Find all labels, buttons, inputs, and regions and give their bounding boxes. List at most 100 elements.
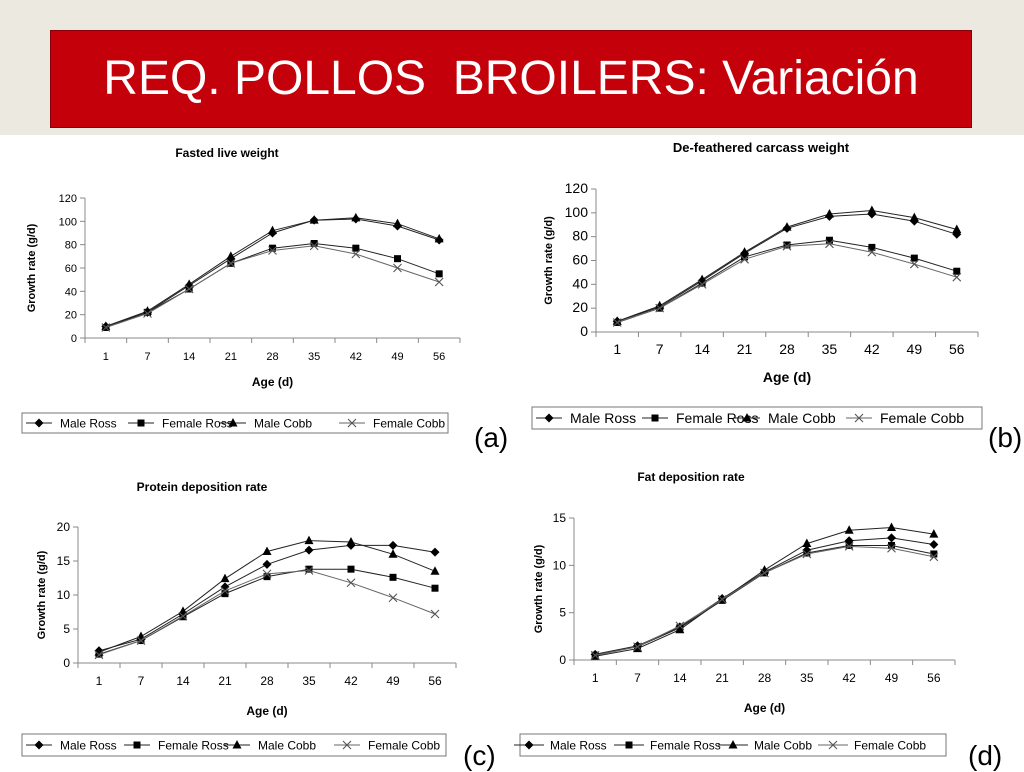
data-point-female-ross [352,244,360,252]
series-male-ross [590,533,939,659]
panel-label-d: (d) [968,740,1003,771]
legend-marker-male-cobb [228,418,238,427]
x-tick-label: 21 [737,341,753,357]
data-point-female-ross [783,241,791,249]
legend-marker-male-ross [34,740,44,750]
data-point-female-cobb [226,258,236,268]
data-point-male-cobb [226,251,236,260]
chart-legend: Male Ross Female Ross Male Cobb Female Cobb [531,406,983,430]
series-line-female-ross [595,545,934,656]
legend-marker-female-ross [625,741,633,749]
legend-label-male-cobb: Male Cobb [254,416,312,430]
data-point-male-ross [952,229,962,239]
legend-label-male-ross: Male Ross [60,416,117,430]
legend-marker-female-cobb [347,418,357,428]
chart-panel-b: De-feathered carcass weight 1 7 14 21 28 35 42 4… [512,135,1024,460]
y-tick-label: 100 [59,216,77,228]
series-female-cobb [612,239,962,327]
data-point-female-cobb [675,621,685,631]
series-line-male-ross [595,537,934,655]
chart-legend: Male Ross Female Ross Male Cobb Female Cobb [21,412,449,434]
x-tick-label: 1 [613,341,621,357]
y-tick-label: 60 [65,263,77,275]
data-point-male-ross [262,559,272,569]
data-point-male-cobb [697,274,707,284]
chart-title: Fat deposition rate [637,470,745,484]
data-point-female-ross [953,267,961,275]
x-tick-label: 28 [779,341,795,357]
series-male-cobb [101,212,444,330]
series-female-ross [95,565,439,658]
x-tick-label: 56 [433,351,445,363]
legend-marker-male-ross [34,418,44,428]
data-point-female-ross [221,590,229,598]
x-tick-label: 1 [96,674,103,688]
data-point-female-ross [741,253,749,261]
data-point-male-cobb [220,573,230,583]
y-tick-label: 40 [572,275,588,291]
y-tick-label: 60 [572,252,588,268]
data-point-female-cobb [825,239,834,249]
data-point-female-ross [698,279,706,287]
series-female-ross [613,236,961,326]
legend-label-female-ross: Female Ross [162,416,233,430]
y-tick-label: 80 [572,228,588,244]
x-tick-label: 35 [302,674,316,688]
data-point-male-cobb [929,529,939,538]
data-point-female-ross [347,565,355,573]
legend-label-female-ross: Female Ross [650,738,721,752]
y-tick-label: 20 [65,310,77,322]
title-banner: REQ. POLLOS BROILERS: Variación [50,30,972,128]
data-point-female-cobb [184,284,194,294]
data-point-female-cobb [393,263,402,273]
y-tick-label: 0 [63,656,70,670]
x-tick-label: 42 [864,341,880,357]
series-female-cobb [101,241,444,332]
data-point-female-cobb [309,241,319,251]
data-point-female-cobb [909,259,919,269]
chart-title: Fasted live weight [175,146,278,160]
data-point-male-cobb [351,212,361,222]
legend-label-female-ross: Female Ross [158,738,229,752]
y-tick-label: 15 [553,511,567,525]
data-point-female-cobb [929,552,939,562]
chart-fat-deposition-rate: Fat deposition rate 1 7 14 21 28 35 42 49 56 0 5 10 1… [514,470,956,757]
data-point-female-cobb [262,569,272,579]
y-tick-label: 5 [559,606,566,620]
series-line-female-cobb [595,545,934,656]
data-point-female-cobb [802,549,812,559]
data-point-female-cobb [346,578,356,588]
data-point-female-cobb [143,309,152,318]
data-point-female-cobb [867,247,877,257]
series-line-female-cobb [98,569,436,656]
data-point-female-ross [435,270,443,278]
data-point-male-cobb [633,643,642,653]
y-tick-label: 20 [572,299,588,315]
slide-title: REQ. POLLOS BROILERS: Variación [103,52,919,105]
x-tick-label: 21 [225,351,237,363]
data-point-male-cobb [782,222,792,231]
data-point-female-ross [868,243,876,251]
x-tick-label: 21 [218,674,232,688]
panel-label-a: (a) [474,422,509,453]
panel-label-c: (c) [463,740,496,771]
y-tick-label: 0 [580,323,588,339]
legend-label-male-ross: Male Ross [550,738,607,752]
data-point-male-cobb [740,247,750,256]
chart-fasted-live-weight: Fasted live weight 1 7 14 21 28 35 42 49 56 0 20 40 6… [21,146,461,434]
x-tick-label: 28 [266,351,278,363]
data-point-female-cobb [782,241,792,251]
data-point-male-cobb [346,536,356,546]
series-line-female-ross [105,242,440,328]
data-point-female-cobb [434,277,444,287]
y-tick-label: 10 [553,558,567,572]
series-female-cobb [590,542,939,660]
series-line-female-cobb [105,245,440,328]
data-point-male-cobb [887,522,896,531]
data-point-male-cobb [952,224,962,234]
data-point-female-cobb [351,249,361,259]
data-point-female-cobb [304,566,314,575]
series-female-ross [591,541,938,659]
data-point-female-cobb [268,246,277,255]
series-line-female-ross [617,239,957,323]
